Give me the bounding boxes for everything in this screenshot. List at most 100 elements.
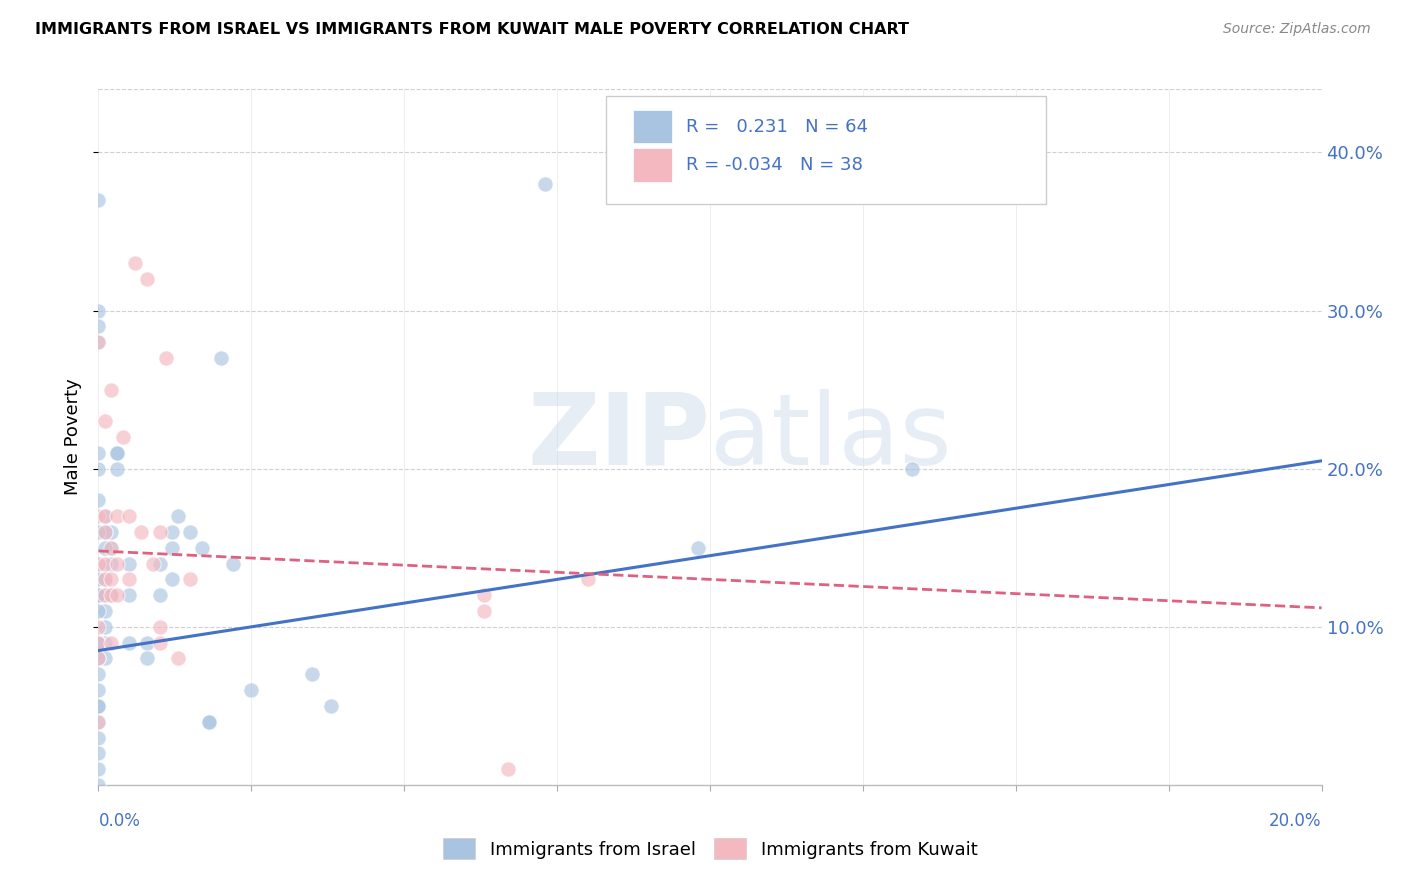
Point (197, 714, 219, 729)
Point (105, 446, 128, 460)
Point (87, 557, 110, 571)
Point (167, 509, 190, 524)
Point (105, 446, 128, 460)
Text: R = -0.034   N = 38: R = -0.034 N = 38 (686, 156, 862, 174)
Point (149, 557, 172, 571)
Point (87, 635, 110, 649)
Point (472, 604, 495, 618)
Point (100, 557, 122, 571)
Point (87, 509, 110, 524)
Point (160, 524, 183, 539)
Point (87, 762, 110, 776)
Point (105, 557, 128, 571)
Point (93, 524, 115, 539)
Point (87, 557, 110, 571)
Point (142, 557, 165, 571)
FancyBboxPatch shape (633, 110, 672, 144)
Point (105, 461, 128, 475)
Point (87, 335, 110, 350)
Point (87, 493, 110, 508)
Point (118, 557, 141, 571)
Point (93, 509, 115, 524)
Point (160, 573, 183, 587)
Point (118, 635, 141, 649)
Point (87, 446, 110, 460)
Point (149, 524, 172, 539)
Point (87, 731, 110, 745)
Point (87, 335, 110, 350)
Point (87, 319, 110, 334)
Point (93, 588, 115, 602)
Point (87, 651, 110, 665)
Point (87, 620, 110, 634)
Text: 20.0%: 20.0% (1270, 812, 1322, 830)
Point (136, 272, 159, 286)
Point (149, 635, 172, 649)
Point (155, 351, 177, 365)
Point (87, 714, 110, 729)
Point (191, 541, 214, 555)
Point (197, 714, 219, 729)
Point (118, 588, 141, 602)
Point (87, 193, 110, 207)
Point (124, 256, 146, 270)
Point (209, 351, 232, 365)
Point (100, 573, 122, 587)
Point (93, 509, 115, 524)
Point (93, 524, 115, 539)
Point (319, 698, 342, 713)
Point (686, 541, 709, 555)
Point (149, 620, 172, 634)
Point (93, 541, 115, 555)
Point (93, 588, 115, 602)
Point (93, 604, 115, 618)
Point (87, 651, 110, 665)
Text: atlas: atlas (710, 389, 952, 485)
Point (93, 414, 115, 428)
Text: 0.0%: 0.0% (98, 812, 141, 830)
Point (105, 588, 128, 602)
Point (93, 651, 115, 665)
Point (87, 635, 110, 649)
Point (129, 524, 152, 539)
Point (87, 747, 110, 761)
Point (87, 635, 110, 649)
Point (93, 620, 115, 634)
Text: IMMIGRANTS FROM ISRAEL VS IMMIGRANTS FROM KUWAIT MALE POVERTY CORRELATION CHART: IMMIGRANTS FROM ISRAEL VS IMMIGRANTS FRO… (35, 22, 910, 37)
Point (136, 635, 159, 649)
FancyBboxPatch shape (633, 148, 672, 182)
Text: ZIP: ZIP (527, 389, 710, 485)
Point (93, 573, 115, 587)
Point (87, 588, 110, 602)
Point (100, 635, 122, 649)
Point (111, 430, 134, 444)
Point (576, 573, 599, 587)
Point (87, 303, 110, 318)
Point (100, 588, 122, 602)
Point (87, 714, 110, 729)
FancyBboxPatch shape (606, 96, 1046, 204)
Legend: Immigrants from Israel, Immigrants from Kuwait: Immigrants from Israel, Immigrants from … (436, 831, 984, 866)
Point (87, 524, 110, 539)
Y-axis label: Male Poverty: Male Poverty (63, 379, 82, 495)
Point (105, 509, 128, 524)
Point (87, 667, 110, 681)
Point (87, 588, 110, 602)
Point (100, 524, 122, 539)
Point (149, 588, 172, 602)
Text: Source: ZipAtlas.com: Source: ZipAtlas.com (1223, 22, 1371, 37)
Point (100, 541, 122, 555)
Point (87, 698, 110, 713)
Point (301, 667, 323, 681)
Point (93, 635, 115, 649)
Point (179, 573, 201, 587)
Point (100, 541, 122, 555)
Text: R =   0.231   N = 64: R = 0.231 N = 64 (686, 118, 868, 136)
Point (100, 588, 122, 602)
Point (93, 557, 115, 571)
Point (87, 604, 110, 618)
Point (87, 698, 110, 713)
Point (167, 651, 190, 665)
Point (87, 461, 110, 475)
Point (87, 683, 110, 698)
